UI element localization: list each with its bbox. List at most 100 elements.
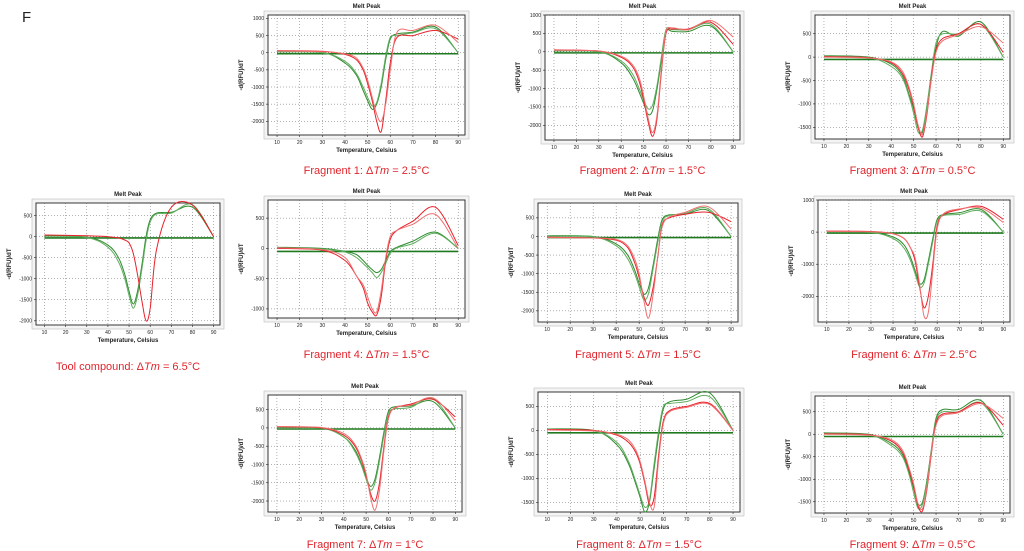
caption-prefix: Fragment 2: Δ	[580, 165, 650, 177]
x-tick-label: 50	[911, 518, 917, 524]
x-tick-label: 60	[387, 323, 393, 329]
x-tick-label: 70	[956, 327, 962, 333]
x-tick-label: 90	[455, 323, 461, 329]
y-tick-label: -500	[524, 452, 534, 458]
caption-tm: Tm	[919, 165, 935, 177]
y-tick-label: 0	[808, 432, 811, 438]
x-tick-label: 80	[708, 145, 714, 151]
y-axis-label: -d(RFU)/dT	[786, 61, 792, 92]
y-axis-label: -d(RFU)/dT	[509, 247, 515, 278]
y-tick-label: -500	[524, 253, 534, 259]
caption-tm: Tm	[376, 539, 392, 551]
x-tick-label: 80	[430, 517, 436, 523]
y-tick-label: -2000	[251, 119, 264, 125]
y-tick-label: -2000	[521, 309, 534, 315]
y-tick-label: -1500	[251, 102, 264, 108]
melt-curve-1	[277, 25, 459, 110]
melt-curve-4	[547, 205, 732, 319]
y-tick-label: -1000	[528, 86, 541, 92]
caption: Fragment 2: ΔTm = 1.5°C	[580, 165, 706, 177]
y-tick-label: 500	[24, 213, 33, 219]
y-tick-label: -2000	[251, 499, 264, 505]
y-tick-label: -1000	[251, 462, 264, 468]
x-tick-label: 40	[342, 323, 348, 329]
x-tick-label: 60	[387, 140, 393, 146]
y-tick-label: -1000	[801, 262, 814, 268]
x-axis-label: Temperature, Celsius	[884, 335, 945, 341]
x-tick-label: 70	[410, 140, 416, 146]
x-tick-label: 10	[274, 140, 280, 146]
caption-tm: Tm	[649, 165, 665, 177]
melt-curve-1	[823, 399, 1004, 506]
melt-curve-1	[553, 24, 734, 116]
caption-tm: Tm	[144, 361, 160, 373]
plot-area	[537, 202, 739, 323]
x-tick-label: 20	[63, 330, 69, 336]
y-tick-label: -1000	[521, 476, 534, 482]
chart-title: Melt Peak	[114, 192, 142, 198]
x-axis-label: Temperature, Celsius	[336, 148, 397, 154]
melt-curve-4	[547, 402, 734, 511]
x-tick-label: 60	[934, 327, 940, 333]
y-tick-label: -500	[254, 276, 264, 282]
x-tick-label: 60	[147, 330, 153, 336]
x-tick-label: 70	[169, 330, 175, 336]
y-tick-label: -1000	[798, 477, 811, 483]
y-axis-label: -d(RFU)/dT	[239, 59, 245, 90]
x-tick-label: 30	[320, 140, 326, 146]
plot-area	[814, 14, 1011, 140]
x-tick-label: 70	[682, 327, 688, 333]
x-tick-label: 20	[568, 517, 574, 523]
x-tick-label: 10	[821, 518, 827, 524]
x-tick-label: 30	[868, 327, 874, 333]
x-tick-label: 50	[365, 323, 371, 329]
y-tick-label: -1500	[521, 500, 534, 506]
plot-area	[267, 394, 463, 513]
caption-value: = 0.5°C	[935, 539, 975, 551]
caption-value: = 2.5°C	[389, 165, 429, 177]
caption: Fragment 9: ΔTm = 0.5°C	[850, 539, 976, 551]
x-tick-label: 40	[618, 145, 624, 151]
x-tick-label: 50	[641, 145, 647, 151]
y-tick-label: -2000	[801, 294, 814, 300]
caption-prefix: Fragment 1: Δ	[304, 165, 374, 177]
melt-curve-3	[44, 201, 215, 322]
x-tick-label: 10	[274, 323, 280, 329]
x-tick-label: 80	[705, 327, 711, 333]
x-tick-label: 60	[386, 517, 392, 523]
chart-title: Melt Peak	[624, 192, 652, 198]
melt-curve-3	[547, 211, 732, 306]
x-axis-label: Temperature, Celsius	[882, 152, 943, 158]
y-tick-label: 500	[803, 410, 812, 416]
x-tick-label: 60	[933, 144, 939, 150]
x-tick-label: 90	[1000, 518, 1006, 524]
y-tick-label: 0	[811, 230, 814, 236]
x-tick-label: 50	[911, 144, 917, 150]
chart-f6: Melt Peak 10 20 30 40 50 60 70 80 90 1000 0 -1000 -20…	[789, 189, 1015, 361]
y-tick-label: -1500	[19, 298, 32, 304]
melt-curve-3	[276, 398, 456, 502]
caption: Tool compound: ΔTm = 6.5°C	[56, 361, 200, 373]
caption-tm: Tm	[373, 349, 389, 361]
chart-tool: Melt Peak 10 20 30 40 50 60 70 80 90 500 0 -500 -1000…	[7, 192, 225, 373]
caption-value: = 0.5°C	[935, 165, 975, 177]
plot-area	[35, 202, 221, 326]
plot-area	[544, 14, 741, 141]
chart-f5: Melt Peak 10 20 30 40 50 60 70 80 90 500 0 -500 -1000…	[509, 192, 743, 361]
caption-value: = 2.5°C	[937, 349, 977, 361]
x-tick-label: 50	[636, 327, 642, 333]
y-tick-label: -1500	[521, 290, 534, 296]
caption-prefix: Fragment 6: Δ	[851, 349, 921, 361]
melt-curve-2	[823, 23, 1004, 135]
x-tick-label: 90	[453, 517, 459, 523]
melt-curve-1	[826, 208, 1004, 285]
melt-curve-1	[277, 231, 459, 274]
x-axis-label: Temperature, Celsius	[608, 335, 669, 341]
chart-title: Melt Peak	[625, 381, 653, 387]
caption-tm: Tm	[646, 539, 662, 551]
y-tick-label: -1500	[251, 481, 264, 487]
caption-prefix: Fragment 9: Δ	[850, 539, 920, 551]
melt-curve-4	[277, 24, 459, 123]
y-tick-label: 0	[538, 50, 541, 56]
